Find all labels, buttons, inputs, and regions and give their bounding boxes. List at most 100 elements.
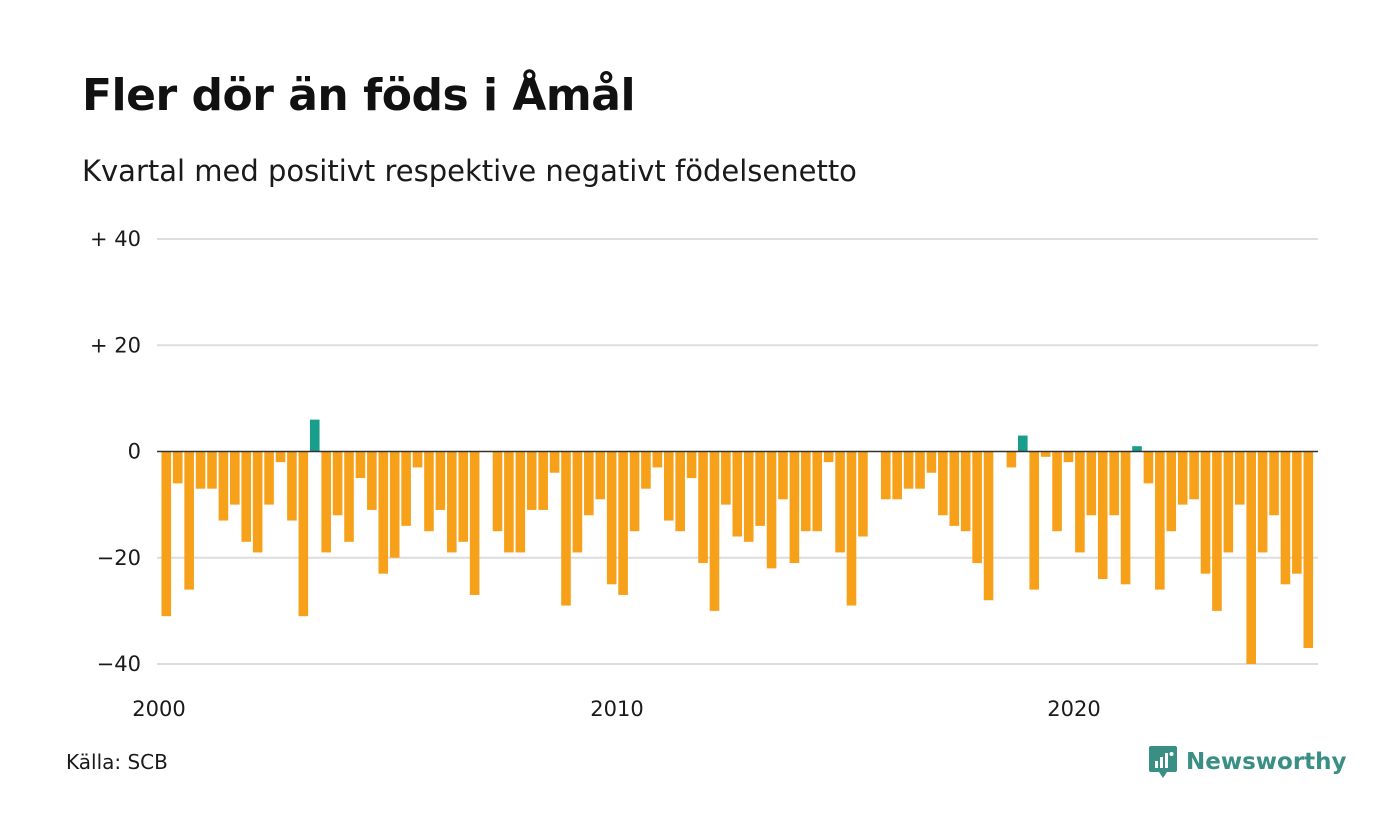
bar-negative — [1212, 451, 1222, 611]
bar-negative — [903, 451, 914, 489]
bar-negative — [1189, 451, 1199, 500]
x-axis-labels: 2000 2010 2020 — [132, 697, 1100, 721]
bar-negative — [675, 451, 685, 532]
chart-title: Fler dör än föds i Åmål — [82, 70, 636, 121]
bar-negative — [161, 451, 172, 617]
bar-negative — [561, 451, 571, 606]
bar-negative — [709, 451, 720, 611]
bar-negative — [698, 451, 708, 564]
source-note: Källa: SCB — [66, 750, 168, 774]
chart-subtitle: Kvartal med positivt respektive negativt… — [82, 154, 857, 188]
bar-negative — [960, 451, 971, 532]
bar-negative — [275, 451, 286, 463]
bar-negative — [435, 451, 446, 510]
bar-negative — [595, 451, 606, 500]
bars — [161, 419, 1314, 664]
bar-negative — [629, 451, 640, 532]
bar-negative — [572, 451, 583, 553]
bar-positive — [309, 419, 320, 452]
bar-negative — [801, 451, 811, 532]
bar-negative — [1303, 451, 1314, 649]
bar-negative — [949, 451, 960, 526]
bar-negative — [367, 451, 377, 510]
bar-negative — [1040, 451, 1051, 457]
bar-negative — [721, 451, 731, 505]
x-tick-label: 2020 — [1047, 697, 1100, 721]
bar-negative — [1063, 451, 1074, 463]
bar-negative — [732, 451, 743, 537]
bar-negative — [686, 451, 697, 479]
bar-negative — [332, 451, 343, 516]
bar-negative — [1006, 451, 1017, 468]
bar-negative — [663, 451, 674, 521]
bar-negative — [972, 451, 982, 564]
bar-negative — [447, 451, 457, 553]
x-tick-label: 2000 — [132, 697, 185, 721]
bar-negative — [378, 451, 389, 574]
bar-negative — [389, 451, 400, 558]
bar-negative — [230, 451, 240, 505]
bar-negative — [469, 451, 480, 595]
bar-negative — [1234, 451, 1245, 505]
bar-negative — [218, 451, 229, 521]
bar-negative — [584, 451, 594, 516]
bar-negative — [1257, 451, 1268, 553]
bar-positive — [1132, 446, 1142, 452]
bar-negative — [1166, 451, 1177, 532]
bar-negative — [504, 451, 514, 553]
bar-negative — [344, 451, 354, 542]
bar-negative — [172, 451, 183, 484]
bar-negative — [355, 451, 366, 479]
bar-negative — [458, 451, 469, 542]
y-axis-labels: + 40 + 20 0 −20 −40 — [90, 227, 141, 676]
bar-negative — [401, 451, 411, 526]
y-tick-label: −20 — [97, 546, 141, 570]
bar-negative — [424, 451, 434, 532]
bar-negative — [835, 451, 845, 553]
bar-negative — [641, 451, 651, 489]
bar-negative — [1223, 451, 1234, 553]
bar-negative — [606, 451, 617, 585]
bar-negative — [1097, 451, 1108, 579]
brand-logo[interactable]: Newsworthy — [1148, 744, 1347, 780]
bar-negative — [618, 451, 628, 595]
bar-negative — [880, 451, 891, 500]
bar-negative — [549, 451, 560, 473]
bar-negative — [1109, 451, 1119, 516]
bar-negative — [846, 451, 857, 606]
bar-negative — [526, 451, 537, 510]
bar-negative — [241, 451, 252, 542]
bar-negative — [938, 451, 948, 516]
bar-negative — [321, 451, 331, 553]
bar-negative — [492, 451, 503, 532]
bar-negative — [1200, 451, 1211, 574]
bar-negative — [184, 451, 194, 590]
bar-negative — [298, 451, 309, 617]
bar-negative — [812, 451, 823, 532]
bar-negative — [778, 451, 788, 500]
y-tick-label: 0 — [128, 440, 141, 464]
bar-negative — [1029, 451, 1040, 590]
bar-negative — [1120, 451, 1131, 585]
bar-negative — [1280, 451, 1291, 585]
bar-negative — [983, 451, 994, 601]
bar-positive — [1018, 435, 1028, 452]
bar-negative — [195, 451, 206, 489]
y-tick-label: + 40 — [90, 227, 141, 251]
bar-negative — [789, 451, 800, 564]
bar-negative — [252, 451, 263, 553]
x-tick-label: 2010 — [590, 697, 643, 721]
bar-negative — [1086, 451, 1097, 516]
bar-negative — [538, 451, 548, 510]
bar-negative — [652, 451, 663, 468]
y-tick-label: + 20 — [90, 333, 141, 357]
bar-negative — [1269, 451, 1279, 516]
bar-negative — [515, 451, 526, 553]
bar-negative — [1075, 451, 1085, 553]
bar-negative — [412, 451, 423, 468]
bar-negative — [207, 451, 217, 489]
newsworthy-logo-icon — [1149, 746, 1177, 778]
bar-negative — [915, 451, 925, 489]
bar-negative — [264, 451, 274, 505]
